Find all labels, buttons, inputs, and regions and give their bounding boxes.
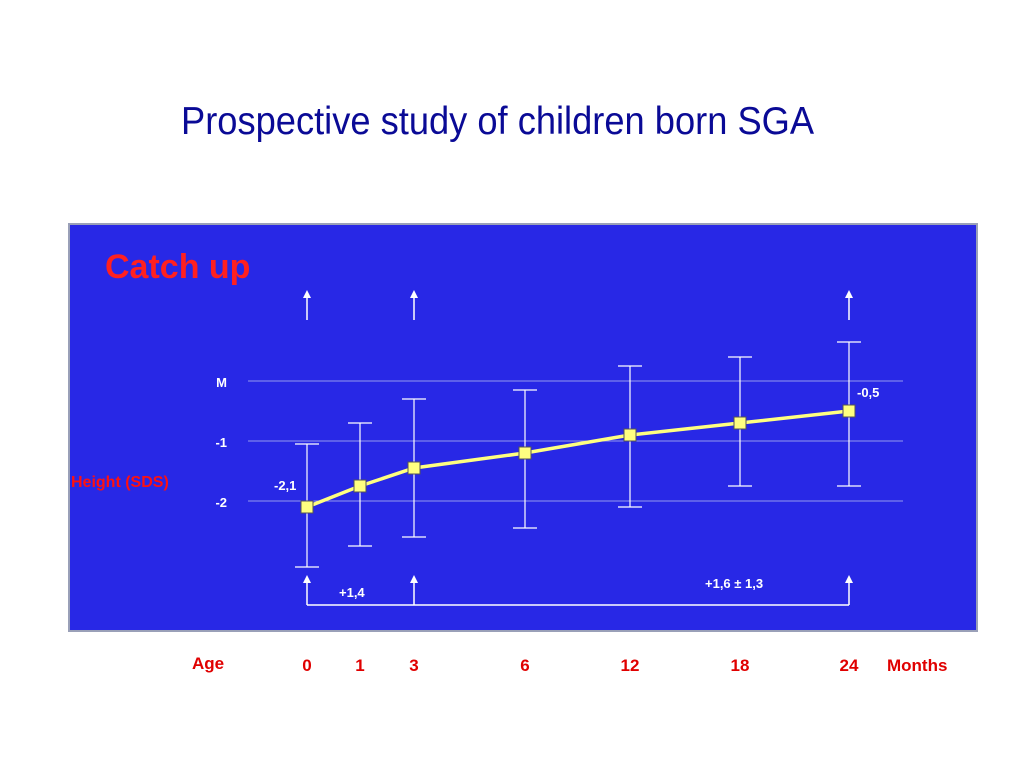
- top-arrow-head: [410, 290, 418, 298]
- bottom-arrow-head: [410, 575, 418, 583]
- y-axis-label: Height (SDS): [71, 474, 169, 491]
- x-tick-label: 6: [520, 656, 530, 675]
- x-tick-label: 18: [730, 656, 750, 675]
- chart-panel: Catch up M -1 -2 Height (SDS) -2,1 -0,5 +1,4 +1,…: [68, 223, 978, 632]
- x-unit-label: Months: [887, 656, 948, 675]
- data-point: [733, 416, 747, 430]
- bottom-arrow-head: [845, 575, 853, 583]
- data-point: [623, 428, 637, 442]
- data-point: [353, 479, 367, 493]
- series-line: [306, 409, 850, 509]
- slide-title: Prospective study of children born SGA: [181, 100, 815, 143]
- annotation-gain-early: +1,4: [339, 585, 365, 600]
- x-tick-label: 3: [409, 656, 419, 675]
- data-point: [842, 404, 856, 418]
- x-tick-label: 12: [620, 656, 640, 675]
- x-axis-label: Age: [192, 654, 225, 673]
- y-tick-label: -1: [215, 435, 227, 450]
- chart-title: Catch up: [105, 248, 250, 286]
- x-tick-label: 1: [355, 656, 365, 675]
- chart-plot: Catch up M -1 -2 Height (SDS) -2,1 -0,5 +1,4 +1,…: [71, 248, 903, 606]
- x-tick-label: 24: [839, 656, 859, 675]
- top-arrow-head: [845, 290, 853, 298]
- top-arrow-head: [303, 290, 311, 298]
- data-point: [300, 500, 314, 514]
- data-point: [518, 446, 532, 460]
- y-tick-label: -2: [215, 495, 227, 510]
- annotation-start-value: -2,1: [274, 478, 296, 493]
- x-tick-label: 0: [302, 656, 312, 675]
- data-point: [407, 461, 421, 475]
- y-tick-label: M: [216, 375, 227, 390]
- annotation-gain-total: +1,6 ± 1,3: [705, 576, 763, 591]
- annotation-end-value: -0,5: [857, 385, 879, 400]
- bottom-arrow-head: [303, 575, 311, 583]
